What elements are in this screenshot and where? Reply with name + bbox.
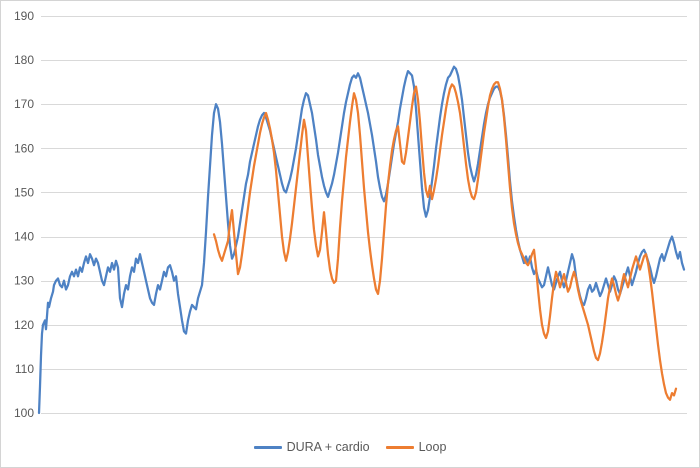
y-axis-tick-label: 160	[14, 141, 34, 155]
series-lines	[37, 65, 686, 415]
chart-legend: DURA + cardio Loop	[1, 441, 699, 454]
legend-line-swatch-orange	[385, 445, 414, 449]
y-axis-tick-label: 150	[14, 185, 34, 199]
y-axis-tick-label: 170	[14, 97, 34, 111]
y-axis-tick-labels: 100 110 120 130 140 150 160 170 180 190	[14, 9, 34, 420]
gridlines	[41, 16, 687, 414]
legend-line-swatch-blue	[253, 445, 282, 449]
legend-label: DURA + cardio	[286, 440, 370, 454]
y-axis-tick-label: 110	[15, 362, 34, 376]
y-axis-tick-label: 190	[14, 9, 34, 23]
legend-item-dura-cardio: DURA + cardio	[253, 440, 370, 454]
y-axis-tick-label: 130	[14, 274, 34, 288]
legend-item-loop: Loop	[385, 440, 447, 454]
y-axis-tick-label: 140	[14, 230, 34, 244]
legend-label: Loop	[418, 440, 447, 454]
y-axis-tick-label: 180	[14, 53, 34, 67]
series-line-loop	[212, 81, 678, 401]
series-line-dura-cardio	[37, 65, 686, 415]
y-axis-tick-label: 120	[14, 318, 34, 332]
y-axis-tick-label: 100	[14, 406, 34, 420]
